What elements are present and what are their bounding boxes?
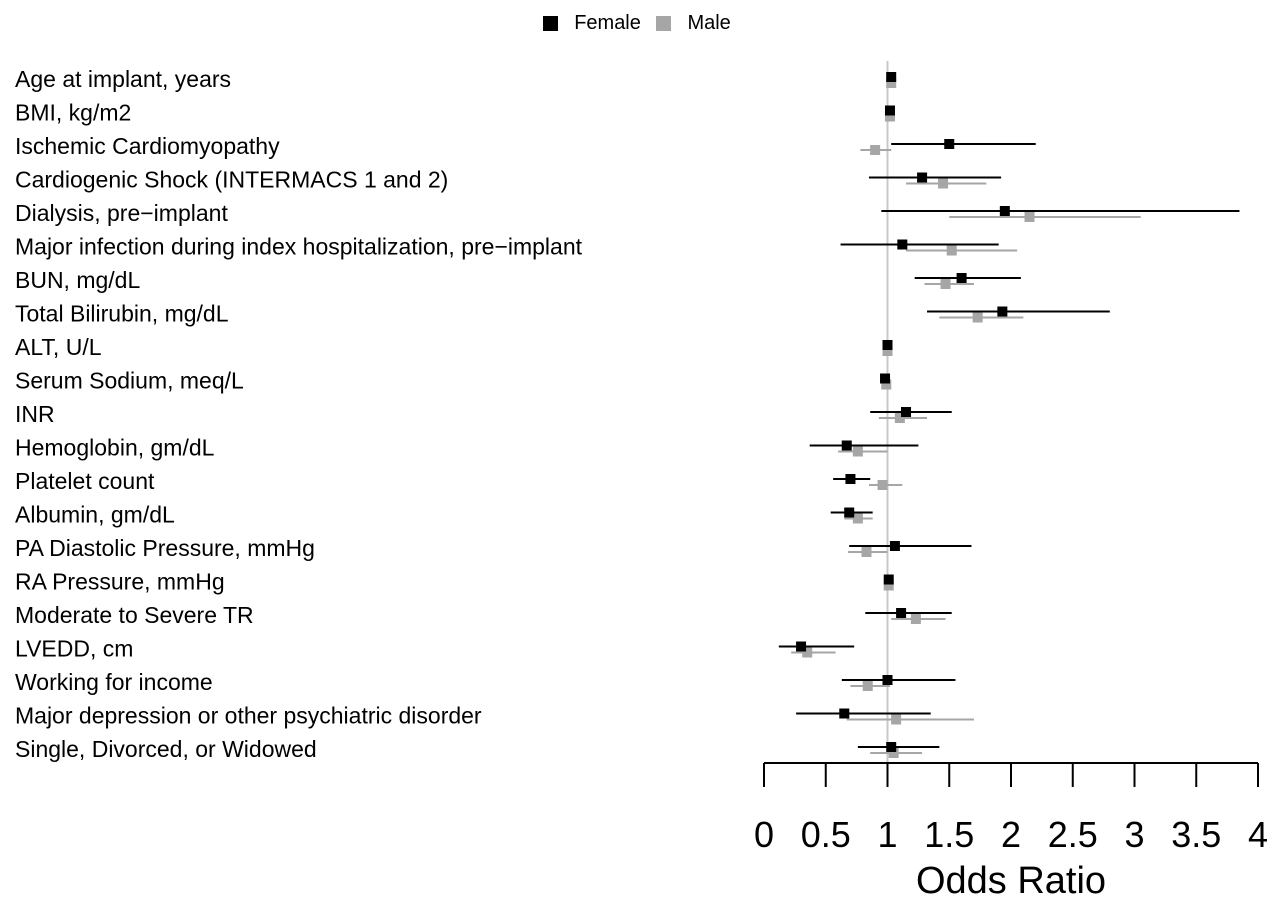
female-point bbox=[997, 306, 1008, 317]
legend-item-female: Female bbox=[543, 12, 641, 35]
x-tick-label: 2.5 bbox=[1048, 814, 1098, 855]
female-point bbox=[896, 608, 907, 618]
x-tick-label: 3 bbox=[1124, 814, 1144, 855]
row-label: Major infection during index hospitaliza… bbox=[15, 234, 583, 260]
row-label: Serum Sodium, meq/L bbox=[15, 368, 244, 394]
row-label: ALT, U/L bbox=[15, 334, 102, 360]
male-point bbox=[883, 580, 894, 591]
row-label: Age at implant, years bbox=[15, 66, 231, 92]
x-tick-label: 0 bbox=[754, 814, 774, 855]
row-label: Dialysis, pre−implant bbox=[15, 200, 228, 226]
male-point bbox=[861, 547, 872, 557]
female-point bbox=[845, 474, 856, 484]
male-point bbox=[862, 681, 873, 691]
female-point bbox=[880, 373, 891, 384]
row-label: BMI, kg/m2 bbox=[15, 100, 131, 126]
male-point bbox=[946, 245, 957, 256]
female-point bbox=[883, 574, 894, 585]
female-point bbox=[956, 273, 967, 283]
x-tick-label: 4 bbox=[1248, 814, 1268, 855]
female-point bbox=[999, 206, 1010, 216]
male-point bbox=[852, 513, 863, 524]
female-point bbox=[886, 72, 897, 82]
male-point bbox=[802, 647, 813, 658]
legend-swatch-female bbox=[543, 16, 559, 31]
male-point bbox=[852, 446, 863, 457]
female-point bbox=[889, 541, 900, 551]
row-label: Albumin, gm/dL bbox=[15, 502, 175, 528]
female-point bbox=[882, 675, 893, 685]
male-point bbox=[882, 346, 893, 356]
male-point bbox=[910, 614, 921, 624]
female-point bbox=[944, 139, 955, 149]
row-label: Platelet count bbox=[15, 468, 155, 494]
male-point bbox=[891, 714, 902, 725]
row-label: Hemoglobin, gm/dL bbox=[15, 435, 215, 461]
row-label: INR bbox=[15, 401, 55, 427]
male-point bbox=[972, 312, 983, 323]
female-point bbox=[839, 708, 850, 719]
x-tick-label: 2 bbox=[1001, 814, 1021, 855]
row-label: Single, Divorced, or Widowed bbox=[15, 736, 317, 762]
x-tick-label: 1.5 bbox=[924, 814, 974, 855]
chart-legend: Female Male bbox=[0, 12, 1274, 37]
row-label: Moderate to Severe TR bbox=[15, 602, 254, 628]
row-label: Working for income bbox=[15, 669, 213, 695]
male-point bbox=[894, 413, 905, 423]
male-point bbox=[870, 145, 881, 155]
female-point bbox=[886, 742, 897, 752]
row-label: Major depression or other psychiatric di… bbox=[15, 703, 482, 729]
x-tick-label: 3.5 bbox=[1171, 814, 1221, 855]
row-label: Cardiogenic Shock (INTERMACS 1 and 2) bbox=[15, 167, 448, 193]
male-point bbox=[877, 480, 888, 490]
male-point bbox=[888, 748, 899, 758]
male-point bbox=[886, 78, 897, 88]
male-point bbox=[938, 178, 949, 189]
legend-label-male: Male bbox=[687, 12, 731, 34]
legend-item-male: Male bbox=[656, 12, 731, 35]
legend-swatch-male bbox=[656, 16, 672, 31]
x-axis-title: Odds Ratio bbox=[916, 860, 1106, 899]
male-point bbox=[1024, 212, 1035, 222]
row-label: LVEDD, cm bbox=[15, 636, 133, 662]
row-label: Ischemic Cardiomyopathy bbox=[15, 133, 280, 159]
row-label: PA Diastolic Pressure, mmHg bbox=[15, 535, 315, 561]
female-point bbox=[796, 641, 807, 652]
female-point bbox=[844, 507, 855, 518]
x-tick-label: 1 bbox=[877, 814, 897, 855]
row-label: Total Bilirubin, mg/dL bbox=[15, 301, 229, 327]
female-point bbox=[884, 105, 895, 116]
row-label: BUN, mg/dL bbox=[15, 267, 140, 293]
male-point bbox=[940, 279, 951, 289]
x-tick-label: 0.5 bbox=[801, 814, 851, 855]
female-point bbox=[901, 407, 912, 417]
row-label: RA Pressure, mmHg bbox=[15, 569, 225, 595]
legend-label-female: Female bbox=[574, 12, 641, 34]
male-point bbox=[881, 379, 892, 390]
female-point bbox=[897, 239, 908, 250]
female-point bbox=[882, 340, 893, 350]
male-point bbox=[884, 111, 895, 122]
female-point bbox=[841, 440, 852, 451]
female-point bbox=[917, 172, 928, 183]
